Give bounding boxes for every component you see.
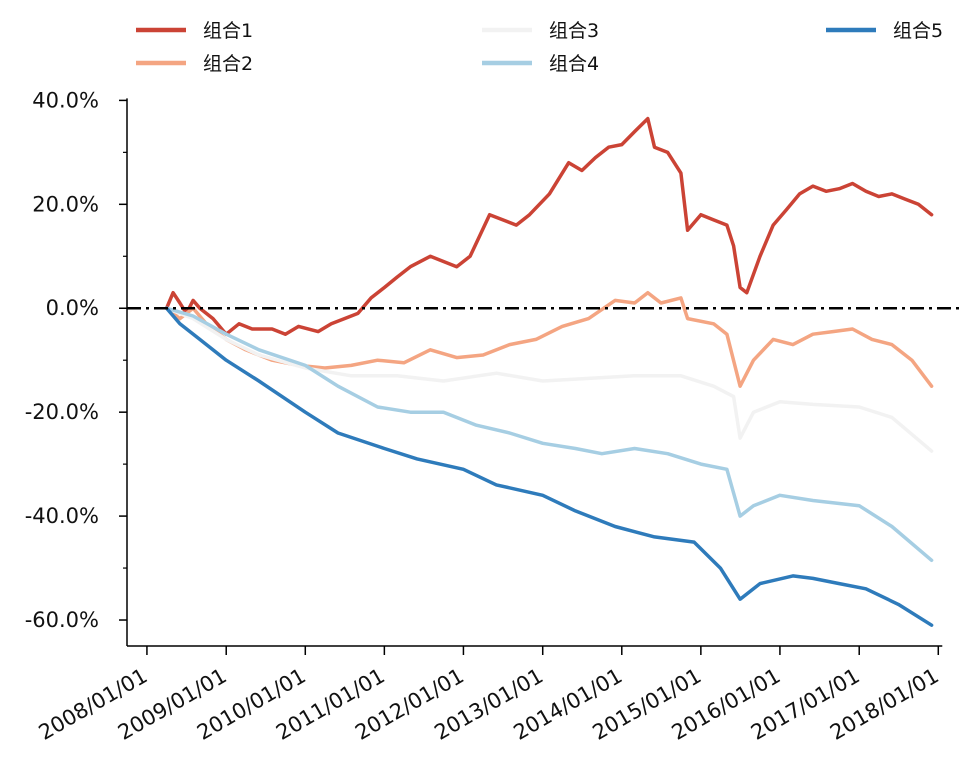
series-line-1 [164,116,934,336]
series-lines [164,116,934,627]
series-line-2 [164,290,934,388]
y-axis-ticks: 40.0% 20.0% 0.0% -20.0% -40.0% -60.0% [25,88,127,632]
y-tick-label: 40.0% [32,88,99,112]
y-tick-label: -60.0% [25,608,99,632]
series-line-4 [164,306,934,563]
legend-label: 组合5 [893,20,943,42]
series-line-3 [164,306,934,453]
legend: 组合1 组合2 组合3 组合4 组合5 [136,20,943,75]
y-tick-label: 0.0% [46,296,99,320]
series-line-5 [164,306,934,627]
plot-area: 40.0% 20.0% 0.0% -20.0% -40.0% -60.0% 2008/01… [25,88,963,745]
legend-label: 组合3 [549,20,599,42]
y-tick-label: -20.0% [25,400,99,424]
y-tick-label: -40.0% [25,504,99,528]
y-tick-label: 20.0% [32,192,99,216]
x-axis-ticks: 2008/01/012009/01/012010/01/012011/01/01… [35,646,943,745]
legend-label: 组合4 [549,53,599,75]
legend-label: 组合1 [203,20,253,42]
legend-label: 组合2 [203,53,253,75]
